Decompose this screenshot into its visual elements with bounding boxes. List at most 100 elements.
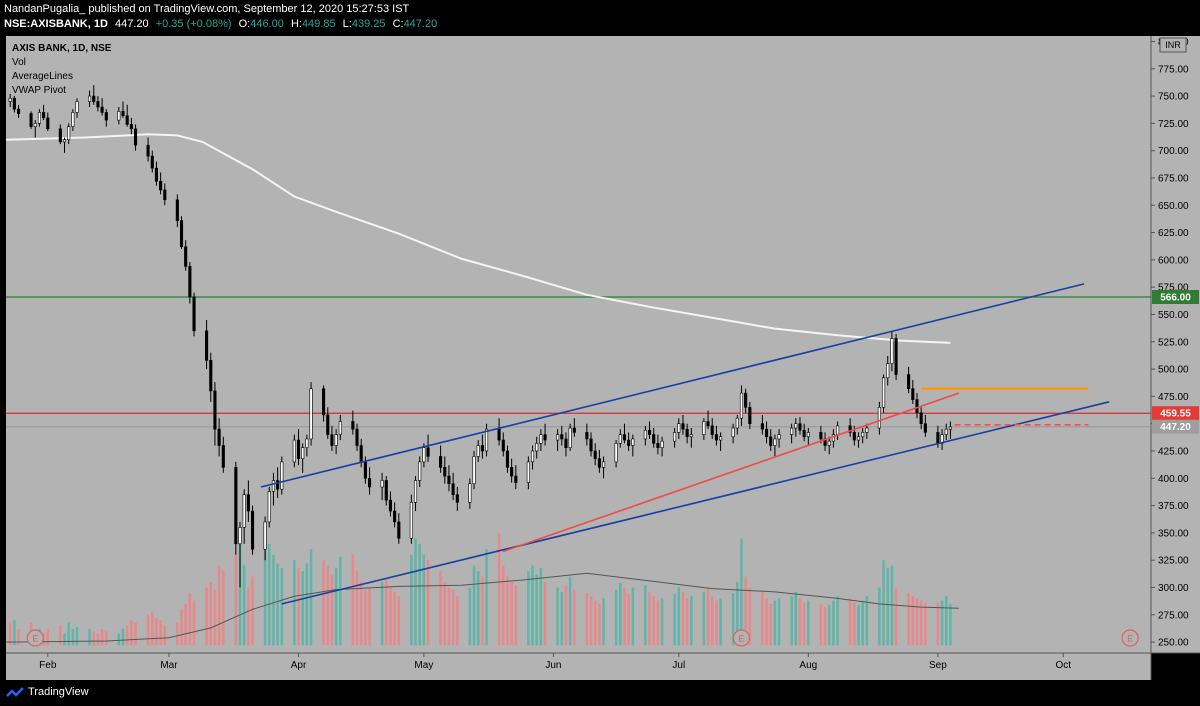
candle-body [322,388,326,416]
candle-body [159,180,163,191]
volume-bar [857,604,860,646]
candle-body [618,434,622,444]
volume-bar [573,589,576,646]
volume-bar [75,626,79,646]
candle-body [271,480,275,492]
candle-body [213,390,217,430]
high-label: H: [290,18,302,30]
volume-bar [710,596,714,646]
earnings-marker[interactable] [1121,629,1139,647]
candle-body [250,510,255,550]
volume-bar [389,587,392,646]
plot-area[interactable] [6,36,1151,653]
candle-body [326,414,330,435]
volume-bar [690,596,693,646]
moving-average-line [5,133,951,344]
candle-body [622,434,627,441]
open-label: O: [238,18,251,30]
price-chart[interactable]: 250.00 275.00 300.00 325.00 350.00 375.00 400.… [0,34,1200,680]
volume-bar [272,554,275,646]
volume-bar [744,576,747,646]
volume-bars [8,532,952,646]
volume-bar [92,631,96,646]
vwap-line [5,572,959,643]
y-tick-label: 250.00 [1158,638,1189,649]
x-tick-label: Mar [160,660,178,671]
candle-body [882,377,886,408]
currency-badge[interactable]: INR [1159,37,1187,53]
volume-bar [397,596,401,646]
trend-line[interactable] [281,401,1110,605]
candle-body [46,117,50,130]
candle-body [104,112,108,121]
volume-bar [151,611,154,646]
candle-body [301,447,305,459]
candle-body [422,447,426,463]
volume-bar [598,603,601,646]
volume-bar [305,563,309,646]
volume-bar [631,587,635,646]
volume-bar [568,576,572,646]
volume-bar [673,594,676,646]
x-tick-label: May [414,660,433,671]
last-price: 447.20 [114,18,149,30]
candle-body [710,425,714,435]
volume-bar [443,582,447,646]
candles [8,85,952,588]
candle-body [179,220,184,248]
trend-line[interactable] [260,283,1085,488]
candle-body [556,434,560,441]
x-tick-label: Sep [929,660,947,671]
candle-body [388,499,393,512]
candle-body [948,426,952,430]
candle-body [62,139,67,143]
candle-body [154,167,158,182]
candle-body [706,421,710,427]
trend-line[interactable] [503,392,960,553]
price-axis[interactable] [1151,36,1200,653]
volume-bar [543,582,547,646]
volume-bar [660,598,664,646]
volume-bar [280,567,284,646]
y-tick-label: 475.00 [1158,392,1189,403]
x-tick-label: Jun [545,660,561,671]
earnings-marker[interactable] [732,629,751,647]
volume-bar [451,589,455,646]
moving-average [5,133,951,344]
candle-body [689,434,693,438]
candle-body [911,388,915,400]
high-value: 449.85 [301,18,336,30]
candle-body [413,480,418,503]
volume-bar [894,587,898,646]
candle-body [794,423,798,429]
candle-body [627,439,631,446]
volume-bar [827,604,831,646]
volume-bar [527,571,530,646]
earnings-marker[interactable] [26,629,44,647]
volume-bar [134,622,137,646]
candle-body [806,432,810,438]
candle-body [505,450,510,468]
volume-bar [656,600,660,646]
volume-bar [301,571,304,646]
candle-body [409,501,413,539]
candle-body [384,480,388,501]
volume-bar [602,598,605,646]
candle-body [497,428,501,441]
volume-bar [447,587,451,646]
volume-bar [514,585,518,646]
volume-bar [911,596,915,646]
time-axis[interactable] [6,653,1151,680]
volume-bar [146,614,150,646]
low-label: L: [342,18,352,30]
candle-body [643,429,647,440]
candle-body [280,461,284,490]
volume-bar [17,628,20,646]
candle-body [485,428,489,452]
candle-body [468,483,472,503]
volume-bar [677,587,681,646]
volume-bar [836,596,839,646]
volume-bar [807,600,810,646]
volume-bar [719,598,722,646]
